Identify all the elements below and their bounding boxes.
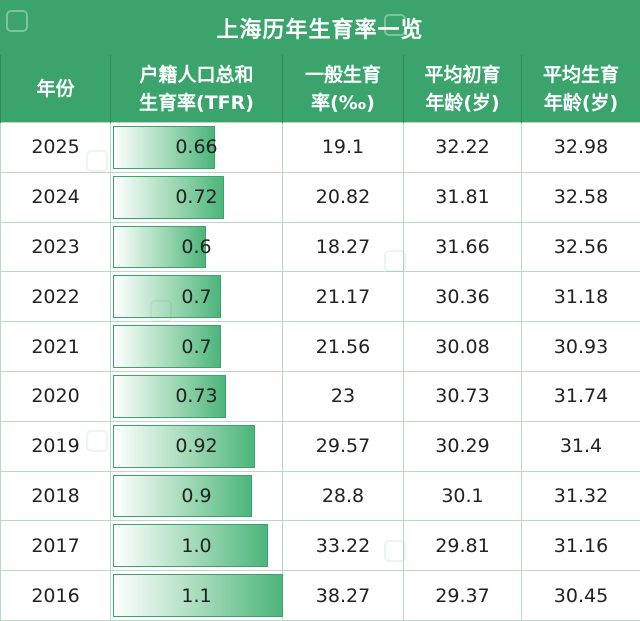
cell-avg-birth-age: 30.93 bbox=[522, 322, 640, 372]
tfr-value: 0.92 bbox=[175, 435, 217, 457]
cell-avg-birth-age: 32.58 bbox=[522, 172, 640, 222]
cell-birth-rate: 21.17 bbox=[283, 272, 404, 322]
tfr-value: 0.6 bbox=[181, 236, 211, 258]
cell-tfr: 0.92 bbox=[111, 421, 283, 471]
cell-birth-rate: 18.27 bbox=[283, 222, 404, 272]
cell-first-birth-age: 29.81 bbox=[404, 521, 522, 571]
tfr-value: 1.0 bbox=[181, 535, 211, 557]
cell-first-birth-age: 30.08 bbox=[404, 322, 522, 372]
watermark-logo bbox=[6, 10, 28, 32]
cell-first-birth-age: 30.29 bbox=[404, 421, 522, 471]
cell-avg-birth-age: 31.74 bbox=[522, 371, 640, 421]
cell-avg-birth-age: 32.56 bbox=[522, 222, 640, 272]
cell-first-birth-age: 32.22 bbox=[404, 123, 522, 173]
cell-avg-birth-age: 30.45 bbox=[522, 571, 640, 621]
tfr-value: 1.1 bbox=[181, 585, 211, 607]
tfr-value: 0.66 bbox=[175, 136, 217, 158]
cell-tfr: 0.72 bbox=[111, 172, 283, 222]
cell-birth-rate: 38.27 bbox=[283, 571, 404, 621]
fertility-table: 年份 户籍人口总和生育率(TFR) 一般生育率(‰) 平均初育年龄(岁) 平均生… bbox=[0, 55, 640, 621]
cell-tfr: 0.7 bbox=[111, 322, 283, 372]
cell-first-birth-age: 30.73 bbox=[404, 371, 522, 421]
cell-year: 2018 bbox=[1, 471, 111, 521]
watermark-logo bbox=[384, 14, 406, 36]
cell-first-birth-age: 29.37 bbox=[404, 571, 522, 621]
cell-year: 2025 bbox=[1, 123, 111, 173]
cell-avg-birth-age: 31.16 bbox=[522, 521, 640, 571]
cell-first-birth-age: 31.81 bbox=[404, 172, 522, 222]
cell-avg-birth-age: 31.32 bbox=[522, 471, 640, 521]
tfr-value: 0.7 bbox=[181, 286, 211, 308]
cell-tfr: 0.9 bbox=[111, 471, 283, 521]
header-year: 年份 bbox=[1, 55, 111, 123]
cell-birth-rate: 19.1 bbox=[283, 123, 404, 173]
cell-birth-rate: 21.56 bbox=[283, 322, 404, 372]
tfr-value: 0.72 bbox=[175, 186, 217, 208]
header-birth-rate: 一般生育率(‰) bbox=[283, 55, 404, 123]
cell-tfr: 0.66 bbox=[111, 123, 283, 173]
cell-first-birth-age: 30.1 bbox=[404, 471, 522, 521]
house-icon bbox=[6, 10, 28, 32]
cell-birth-rate: 28.8 bbox=[283, 471, 404, 521]
header-row: 年份 户籍人口总和生育率(TFR) 一般生育率(‰) 平均初育年龄(岁) 平均生… bbox=[1, 55, 640, 123]
cell-tfr: 1.0 bbox=[111, 521, 283, 571]
cell-tfr: 0.6 bbox=[111, 222, 283, 272]
tfr-value: 0.7 bbox=[181, 336, 211, 358]
header-first-birth-age: 平均初育年龄(岁) bbox=[404, 55, 522, 123]
cell-year: 2024 bbox=[1, 172, 111, 222]
cell-year: 2017 bbox=[1, 521, 111, 571]
cell-year: 2019 bbox=[1, 421, 111, 471]
cell-year: 2020 bbox=[1, 371, 111, 421]
cell-birth-rate: 20.82 bbox=[283, 172, 404, 222]
cell-first-birth-age: 30.36 bbox=[404, 272, 522, 322]
cell-tfr: 1.1 bbox=[111, 571, 283, 621]
cell-avg-birth-age: 32.98 bbox=[522, 123, 640, 173]
cell-year: 2021 bbox=[1, 322, 111, 372]
cell-birth-rate: 23 bbox=[283, 371, 404, 421]
header-avg-birth-age: 平均生育年龄(岁) bbox=[522, 55, 640, 123]
cell-avg-birth-age: 31.4 bbox=[522, 421, 640, 471]
cell-tfr: 0.73 bbox=[111, 371, 283, 421]
cell-first-birth-age: 31.66 bbox=[404, 222, 522, 272]
cell-year: 2022 bbox=[1, 272, 111, 322]
cell-year: 2023 bbox=[1, 222, 111, 272]
cell-tfr: 0.7 bbox=[111, 272, 283, 322]
header-tfr: 户籍人口总和生育率(TFR) bbox=[111, 55, 283, 123]
tfr-value: 0.9 bbox=[181, 485, 211, 507]
cell-birth-rate: 29.57 bbox=[283, 421, 404, 471]
cell-avg-birth-age: 31.18 bbox=[522, 272, 640, 322]
cell-birth-rate: 33.22 bbox=[283, 521, 404, 571]
cell-year: 2016 bbox=[1, 571, 111, 621]
tfr-value: 0.73 bbox=[175, 385, 217, 407]
table-title-bar: 上海历年生育率一览 bbox=[0, 0, 640, 55]
house-icon bbox=[384, 14, 406, 36]
